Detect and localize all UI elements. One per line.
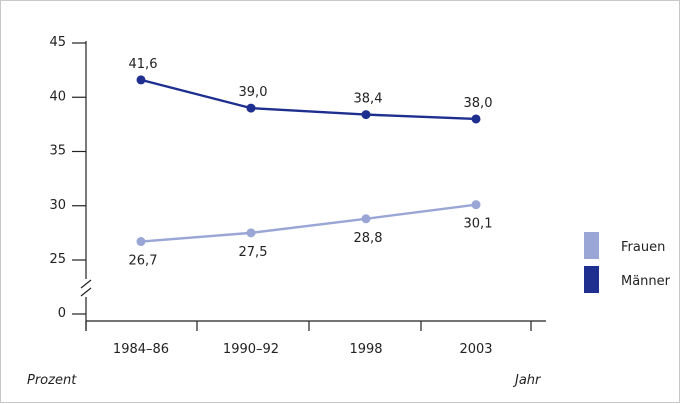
x-tick-label: 1998 [349, 342, 382, 357]
data-label-frauen: 27,5 [239, 245, 268, 260]
axis-break-mark-lower [80, 287, 92, 297]
data-point-männer [246, 103, 256, 113]
legend-label-männer: Männer [621, 274, 671, 289]
y-axis-ticks: 45 40 35 30 25 0 [49, 35, 86, 321]
data-point-männer [471, 114, 481, 124]
data-label-frauen: 26,7 [129, 254, 158, 269]
series-layer: 26,7 27,5 28,8 30,1 41,6 39,0 38,4 38,0 [129, 57, 493, 269]
legend: Frauen Männer [584, 232, 671, 293]
data-point-männer [136, 75, 146, 85]
y-axis-title: Prozent [27, 373, 77, 388]
series-line-frauen [140, 203, 477, 243]
y-tick-label: 45 [49, 35, 66, 50]
axis-break-mark-upper [80, 279, 92, 289]
data-point-frauen [361, 214, 371, 224]
series-line-männer [140, 78, 477, 121]
x-tick-label: 1984–86 [113, 342, 169, 357]
data-label-männer: 39,0 [239, 85, 268, 100]
axes [80, 41, 546, 331]
data-point-frauen [246, 228, 256, 238]
x-tick-label: 2003 [459, 342, 492, 357]
data-label-männer: 38,4 [354, 92, 383, 107]
data-label-frauen: 28,8 [354, 231, 383, 246]
x-tick-label: 1990–92 [223, 342, 279, 357]
data-point-frauen [136, 237, 146, 247]
y-tick-label: 0 [58, 306, 66, 321]
data-label-männer: 38,0 [464, 96, 493, 111]
legend-label-frauen: Frauen [621, 240, 665, 255]
y-tick-label: 25 [49, 252, 66, 267]
data-label-männer: 41,6 [129, 57, 158, 72]
data-point-männer [361, 110, 371, 120]
data-label-frauen: 30,1 [464, 217, 493, 232]
legend-swatch-männer [584, 266, 599, 293]
data-point-frauen [471, 200, 481, 210]
x-axis-title: Jahr [512, 373, 542, 388]
x-axis-ticks: 1984–86 1990–92 1998 2003 [85, 321, 532, 357]
y-tick-label: 35 [49, 144, 66, 159]
legend-swatch-frauen [584, 232, 599, 259]
y-tick-label: 30 [49, 198, 66, 213]
y-tick-label: 40 [49, 89, 66, 104]
